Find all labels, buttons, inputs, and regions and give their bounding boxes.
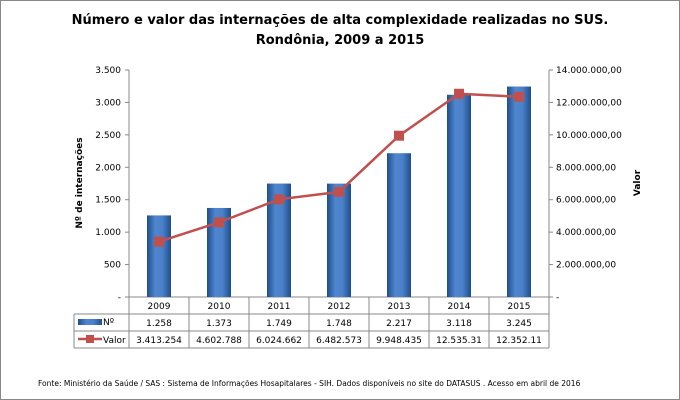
chart-subtitle: Rondônia, 2009 a 2015 [256,33,425,48]
valor-data-label: 12.535.31 [436,336,482,346]
valor-marker-2011 [274,194,284,205]
legend-bar-name: Nº [103,318,114,328]
x-tick-label: 2011 [268,302,291,312]
bar-2013 [387,153,411,297]
bar-data-label: 2.217 [386,319,412,329]
x-tick-label: 2014 [448,302,471,312]
valor-data-label: 3.413.254 [136,336,182,346]
bar-2014 [447,94,471,298]
y-tick-label: 3.500 [95,66,121,76]
y-tick-label: - [118,293,121,303]
bar-2015 [507,86,531,297]
x-tick-label: 2010 [208,302,231,312]
y2-tick-label: 4.000.000,00 [556,228,616,238]
bar-data-label: 3.118 [446,319,472,329]
legend-bar-swatch [78,319,102,325]
valor-marker-2014 [454,88,464,99]
valor-marker-2013 [394,130,404,141]
x-tick-label: 2012 [328,302,351,312]
bar-2012 [327,183,351,297]
y-axis-label: Nº de internações [75,137,85,228]
y-tick-label: 2.000 [95,163,121,173]
y2-axis-label: Valor [633,169,643,196]
valor-marker-2010 [214,217,224,228]
y2-tick-label: - [556,293,559,303]
x-tick-label: 2013 [388,302,411,312]
y-tick-label: 3.000 [95,98,121,108]
bar-data-label: 1.373 [206,319,232,329]
valor-data-label: 6.024.662 [256,336,302,346]
y-tick-label: 500 [104,261,121,271]
valor-marker-2009 [154,236,164,247]
bar-data-label: 1.749 [266,319,292,329]
y2-tick-label: 6.000.000,00 [556,196,616,206]
y2-tick-label: 14.000.000,00 [556,66,622,76]
footer-source: Fonte: Ministério da Saúde / SAS : Siste… [38,379,581,388]
chart-title: Número e valor das internações de alta c… [72,13,609,28]
legend-line-marker [86,335,94,343]
valor-marker-2015 [514,91,524,102]
y2-tick-label: 8.000.000,00 [556,163,616,173]
y2-tick-label: 12.000.000,00 [556,98,622,108]
valor-data-label: 12.352.11 [496,336,542,346]
x-tick-label: 2015 [508,302,531,312]
valor-data-label: 9.948.435 [376,336,422,346]
y2-tick-label: 2.000.000,00 [556,261,616,271]
valor-data-label: 4.602.788 [196,336,242,346]
x-tick-label: 2009 [148,302,171,312]
valor-data-label: 6.482.573 [316,336,362,346]
valor-marker-2012 [334,186,344,197]
y-tick-label: 1.000 [95,228,121,238]
y2-tick-label: 10.000.000,00 [556,131,622,141]
bar-2009 [147,215,171,297]
bar-data-label: 1.258 [146,319,172,329]
legend-line-name: Valor [103,336,126,346]
y-tick-label: 1.500 [95,196,121,206]
bar-data-label: 1.748 [326,319,352,329]
y-tick-label: 2.500 [95,131,121,141]
bar-data-label: 3.245 [506,319,532,329]
